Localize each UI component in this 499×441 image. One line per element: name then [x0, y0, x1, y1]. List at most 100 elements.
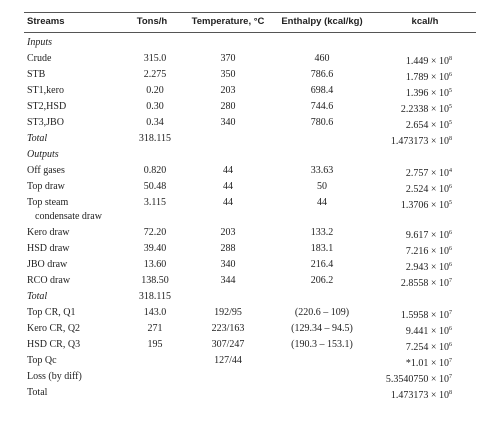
cell: 744.6: [310, 101, 334, 112]
row-label: Crude: [27, 53, 52, 64]
number-base: 1.5958 × 10: [400, 310, 449, 321]
cell: 315.0: [143, 53, 167, 64]
cell: 223/163: [211, 323, 245, 334]
exponent: 6: [449, 72, 452, 78]
column-header: kcal/h: [411, 16, 439, 27]
exponent: 7: [449, 374, 452, 380]
row-label: Top draw: [27, 181, 65, 192]
cell: 271: [147, 323, 163, 334]
header-rule: [24, 32, 476, 33]
cell: 7.254 × 106: [406, 339, 452, 354]
cell: (129.34 – 94.5): [291, 323, 353, 334]
cell: 183.1: [310, 243, 334, 254]
number-base: 1.473173 × 10: [390, 136, 449, 147]
exponent: 8: [449, 56, 452, 62]
cell: 0.20: [146, 85, 164, 96]
cell: 1.473173 × 108: [391, 387, 452, 402]
cell: 1.3706 × 105: [401, 197, 452, 212]
cell: 133.2: [310, 227, 334, 238]
exponent: 6: [449, 246, 452, 252]
row-label: HSD CR, Q3: [27, 339, 81, 350]
cell: 50.48: [143, 181, 167, 192]
cell: 44: [223, 197, 233, 208]
row-label: Off gases: [27, 165, 65, 176]
cell: 0.30: [146, 101, 164, 112]
cell: 288: [220, 243, 236, 254]
cell: 143.0: [143, 307, 167, 318]
cell: 2.943 × 106: [406, 259, 452, 274]
cell: 2.2338 × 105: [401, 101, 452, 116]
number-base: 7.254 × 10: [405, 342, 449, 353]
cell: 3.115: [143, 197, 167, 208]
cell: (190.3 – 153.1): [291, 339, 353, 350]
row-label: Total: [27, 133, 48, 144]
cell: 203: [220, 85, 236, 96]
cell: 460: [314, 53, 330, 64]
cell: (220.6 – 109): [294, 307, 350, 318]
exponent: 6: [449, 184, 452, 190]
row-label: Top CR, Q1: [27, 307, 76, 318]
cell: 2.757 × 104: [406, 165, 452, 180]
cell: 203: [220, 227, 236, 238]
cell: 9.617 × 106: [406, 227, 452, 242]
exponent: 5: [449, 120, 452, 126]
row-label: HSD draw: [27, 243, 70, 254]
exponent: 5: [449, 104, 452, 110]
number-base: 9.441 × 10: [405, 326, 449, 337]
row-label: Top Qc: [27, 355, 57, 366]
cell: 206.2: [310, 275, 334, 286]
column-header: Enthalpy (kcal/kg): [281, 16, 363, 27]
number-base: 2.2338 × 10: [400, 104, 449, 115]
cell: 1.449 × 108: [406, 53, 452, 68]
cell: 5.3540750 × 107: [386, 371, 452, 386]
cell: 138.50: [141, 275, 169, 286]
cell: 1.5958 × 107: [401, 307, 452, 322]
number-base: 7.216 × 10: [405, 246, 449, 257]
row-label: Kero CR, Q2: [27, 323, 81, 334]
number-base: 9.617 × 10: [405, 230, 449, 241]
row-label: Total: [27, 291, 48, 302]
exponent: 6: [449, 326, 452, 332]
row-label: Total: [27, 387, 48, 398]
row-label: ST3,JBO: [27, 117, 64, 128]
cell: 2.654 × 105: [406, 117, 452, 132]
cell: 195: [147, 339, 163, 350]
cell: 370: [220, 53, 236, 64]
cell: 280: [220, 101, 236, 112]
cell: 340: [220, 117, 236, 128]
number-base: 1.3706 × 10: [400, 200, 449, 211]
cell: 39.40: [143, 243, 167, 254]
cell: 2.524 × 106: [406, 181, 452, 196]
cell: 698.4: [310, 85, 334, 96]
row-label: condensate draw: [35, 211, 102, 222]
cell: 44: [317, 197, 327, 208]
exponent: 5: [449, 200, 452, 206]
exponent: 5: [449, 88, 452, 94]
cell: 7.216 × 106: [406, 243, 452, 258]
cell: 2.8558 × 107: [401, 275, 452, 290]
column-header: Temperature, °C: [191, 16, 265, 27]
cell: 127/44: [214, 355, 242, 366]
cell: 307/247: [211, 339, 245, 350]
cell: 9.441 × 106: [406, 323, 452, 338]
number-base: 2.8558 × 10: [400, 278, 449, 289]
exponent: 7: [449, 358, 452, 364]
cell: 33.63: [310, 165, 334, 176]
row-label: RCO draw: [27, 275, 71, 286]
exponent: 8: [449, 136, 452, 142]
cell: 72.20: [143, 227, 167, 238]
cell: 216.4: [310, 259, 334, 270]
row-label: JBO draw: [27, 259, 68, 270]
column-header: Tons/h: [136, 16, 168, 27]
cell: 1.396 × 105: [406, 85, 452, 100]
number-base: *1.01 × 10: [405, 358, 449, 369]
number-base: 2.524 × 10: [405, 184, 449, 195]
row-label: Outputs: [27, 149, 59, 160]
cell: 2.275: [143, 69, 167, 80]
number-base: 1.449 × 10: [405, 56, 449, 67]
number-base: 2.943 × 10: [405, 262, 449, 273]
cell: 786.6: [310, 69, 334, 80]
row-label: Loss (by diff): [27, 371, 82, 382]
top-rule: [24, 12, 476, 13]
exponent: 8: [449, 390, 452, 396]
